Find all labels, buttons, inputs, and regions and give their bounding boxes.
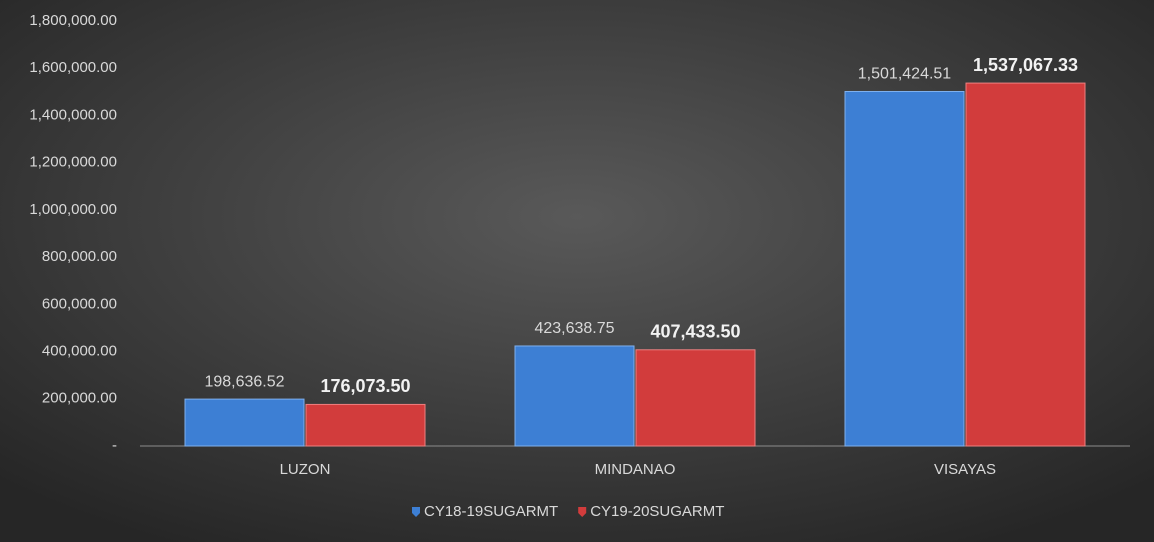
y-tick-label: 1,400,000.00 — [29, 106, 117, 123]
y-tick-label: 1,000,000.00 — [29, 201, 117, 218]
value-label: 407,433.50 — [650, 322, 740, 342]
y-tick-label: 800,000.00 — [42, 248, 117, 265]
y-tick-label: - — [112, 437, 117, 454]
legend-label: CY18-19SUGARMT — [424, 503, 558, 520]
x-tick-label: LUZON — [280, 461, 331, 478]
value-label: 1,537,067.33 — [973, 55, 1078, 75]
y-tick-label: 200,000.00 — [42, 390, 117, 407]
y-tick-label: 400,000.00 — [42, 343, 117, 360]
bar — [184, 398, 305, 447]
bar — [514, 345, 635, 447]
legend-marker — [578, 507, 587, 517]
x-tick-label: MINDANAO — [595, 461, 676, 478]
legend-label: CY19-20SUGARMT — [590, 503, 724, 520]
value-label: 423,638.75 — [534, 320, 614, 337]
y-tick-label: 1,800,000.00 — [29, 12, 117, 29]
bar — [305, 403, 426, 447]
value-label: 1,501,424.51 — [858, 66, 952, 83]
y-tick-label: 600,000.00 — [42, 295, 117, 312]
bar — [965, 82, 1086, 447]
bar — [635, 349, 756, 447]
y-tick-label: 1,600,000.00 — [29, 59, 117, 76]
value-label: 198,636.52 — [204, 373, 284, 390]
legend-marker — [412, 507, 420, 517]
bar — [844, 90, 965, 447]
value-label: 176,073.50 — [320, 376, 410, 396]
x-tick-label: VISAYAS — [934, 461, 996, 478]
y-tick-label: 1,200,000.00 — [29, 154, 117, 171]
